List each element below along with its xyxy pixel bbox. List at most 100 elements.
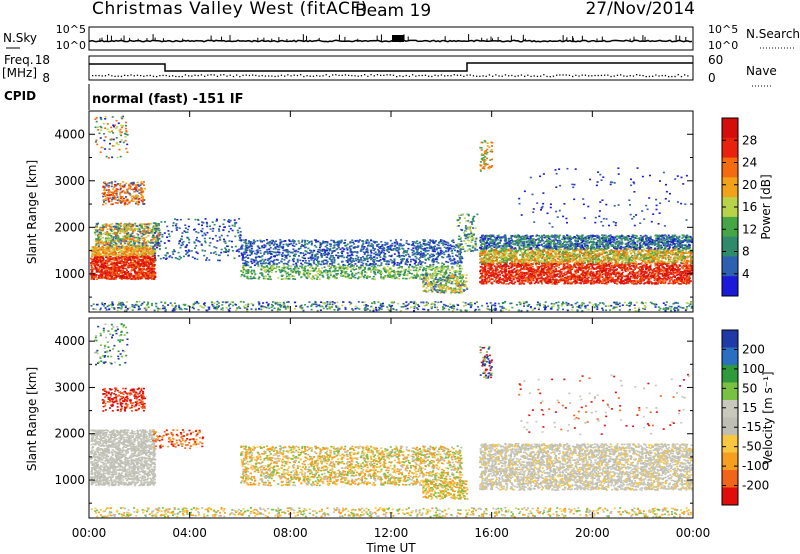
power-echo: [396, 264, 399, 266]
power-echo: [357, 240, 360, 242]
power-echo: [244, 240, 247, 242]
power-echo: [92, 262, 95, 265]
power-echo: [436, 268, 439, 270]
power-echo: [261, 258, 264, 261]
power-echo: [296, 258, 299, 261]
power-echo: [125, 236, 128, 239]
power-echo: [129, 186, 132, 188]
power-echo: [376, 257, 379, 259]
power-echo: [291, 240, 294, 242]
power-echo: [154, 252, 156, 255]
nave-dot: [143, 75, 145, 77]
power-echo: [105, 246, 108, 248]
power-echo: [392, 261, 395, 263]
power-echo: [353, 266, 355, 268]
power-echo: [110, 278, 113, 280]
power-echo: [457, 281, 460, 284]
power-echo: [254, 277, 257, 280]
power-echo: [350, 251, 353, 253]
power-echo: [250, 247, 253, 250]
nave-dot: [495, 74, 497, 76]
power-echo: [130, 247, 133, 249]
power-echo: [319, 245, 322, 247]
power-echo: [168, 256, 171, 258]
power-echo: [397, 270, 400, 273]
power-echo: [110, 239, 113, 242]
power-echo: [287, 268, 290, 270]
power-echo: [245, 242, 248, 245]
power-echo: [184, 224, 187, 226]
power-echo: [328, 257, 331, 260]
power-echo: [165, 258, 167, 260]
power-echo: [101, 224, 104, 226]
power-echo: [154, 236, 157, 239]
power-echo: [276, 265, 279, 268]
power-echo: [432, 246, 435, 248]
power-echo: [292, 260, 295, 263]
power-echo: [396, 249, 399, 252]
nave-dot: [322, 75, 324, 77]
power-echo: [121, 276, 123, 278]
power-echo: [103, 277, 106, 279]
power-echo: [150, 245, 152, 247]
nave-dot: [188, 75, 190, 77]
power-echo: [123, 264, 126, 266]
power-echo: [451, 252, 454, 255]
power-echo: [283, 254, 286, 256]
power-echo: [122, 235, 125, 238]
nave-dot: [114, 75, 116, 78]
power-echo: [267, 242, 270, 245]
power-echo: [350, 265, 353, 267]
power-echo: [191, 256, 194, 258]
power-echo: [369, 254, 372, 257]
power-echo: [339, 248, 342, 251]
power-echo: [307, 264, 310, 267]
nave-dot: [588, 75, 590, 77]
power-echo: [109, 275, 112, 277]
power-echo: [459, 267, 461, 270]
power-echo: [261, 262, 264, 265]
power-echo: [102, 265, 105, 268]
power-echo: [331, 250, 334, 252]
power-echo: [135, 261, 138, 264]
power-echo: [96, 263, 99, 266]
power-echo: [124, 227, 127, 229]
power-echo: [91, 246, 94, 248]
nave-dot: [668, 75, 670, 78]
power-echo: [412, 250, 415, 252]
power-echo: [114, 278, 117, 280]
power-echo: [134, 198, 137, 200]
power-echo: [419, 277, 422, 280]
power-echo: [285, 262, 288, 265]
power-echo: [149, 241, 152, 243]
power-echo: [201, 221, 204, 223]
power-echo: [257, 255, 260, 258]
nave-dot: [517, 75, 519, 77]
power-echo: [344, 264, 346, 267]
power-echo: [99, 241, 102, 243]
power-echo: [121, 254, 124, 257]
power-echo: [125, 200, 128, 202]
power-echo: [241, 247, 244, 250]
nave-dot: [402, 75, 404, 78]
power-echo: [361, 269, 364, 272]
power-echo: [349, 257, 351, 260]
power-echo: [130, 269, 133, 271]
power-echo: [414, 242, 417, 244]
power-echo: [360, 259, 363, 261]
power-echo: [454, 289, 457, 292]
power-echo: [110, 237, 113, 240]
power-echo: [387, 248, 390, 251]
power-echo: [142, 234, 145, 236]
power-echo: [194, 218, 197, 221]
power-echo: [347, 259, 350, 262]
power-echo: [427, 266, 430, 268]
power-echo: [227, 250, 230, 253]
power-echo: [428, 256, 431, 259]
power-echo: [433, 259, 436, 261]
power-echo: [91, 269, 93, 271]
power-echo: [459, 270, 462, 273]
power-echo: [119, 196, 122, 198]
power-echo: [459, 284, 462, 287]
power-echo: [95, 117, 98, 119]
